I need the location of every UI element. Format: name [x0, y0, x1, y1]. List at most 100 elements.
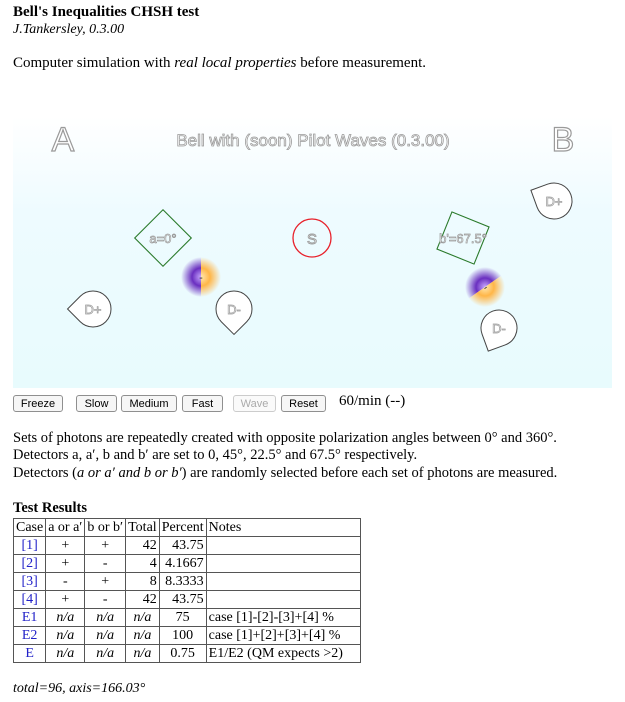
- total-cell: n/a: [125, 626, 160, 645]
- freeze-button[interactable]: Freeze: [13, 395, 63, 412]
- a-cell: n/a: [45, 608, 86, 627]
- photon-a-marker: -: [199, 272, 203, 284]
- total-cell: 42: [125, 536, 160, 555]
- photon-a: -: [181, 257, 221, 297]
- source-label: S: [307, 231, 317, 248]
- case-cell: E2: [12, 626, 47, 645]
- a-cell: +: [45, 536, 86, 555]
- medium-button[interactable]: Medium: [121, 395, 177, 412]
- table-row: E2 n/a n/a n/a 100 case [1]+[2]+[3]+[4] …: [12, 626, 361, 645]
- intro-text: Computer simulation with real local prop…: [13, 55, 426, 72]
- percent-cell: 8.3333: [158, 572, 207, 591]
- reset-button[interactable]: Reset: [281, 395, 326, 412]
- table-row: E1 n/a n/a n/a 75 case [1]-[2]-[3]+[4] %: [12, 608, 361, 627]
- case-cell: [1]: [12, 536, 47, 555]
- b-cell: n/a: [84, 608, 127, 627]
- simulation-canvas: A B Bell with (soon) Pilot Waves (0.3.00…: [51, 120, 575, 352]
- total-cell: n/a: [125, 608, 160, 627]
- percent-cell: 43.75: [158, 590, 207, 609]
- case-cell: [2]: [12, 554, 47, 573]
- description-line-3-em: a or a′ and b or b′: [77, 465, 182, 481]
- notes-cell: [205, 590, 361, 609]
- fast-button[interactable]: Fast: [182, 395, 223, 412]
- case-cell: [4]: [12, 590, 47, 609]
- detector-b-plus-label: D+: [546, 194, 563, 209]
- case-cell: [3]: [12, 572, 47, 591]
- total-cell: n/a: [125, 644, 160, 663]
- wave-button[interactable]: Wave: [233, 395, 276, 412]
- percent-cell: 75: [158, 608, 207, 627]
- photon-source: S: [292, 218, 332, 258]
- a-cell: n/a: [45, 644, 86, 663]
- detector-b-prime[interactable]: b'=67.5°: [436, 211, 490, 265]
- case-cell: E1: [12, 608, 47, 627]
- header-percent: Percent: [158, 518, 207, 537]
- detector-b-minus: [480, 309, 518, 352]
- total-cell: 4: [125, 554, 160, 573]
- b-cell: +: [84, 536, 127, 555]
- table-row: [3] - + 8 8.3333: [12, 572, 361, 591]
- description-line-1: Sets of photons are repeatedly created w…: [13, 430, 557, 446]
- results-header-row: Case a or a′ b or b′ Total Percent Notes: [12, 518, 361, 537]
- total-cell: 42: [125, 590, 160, 609]
- rate-readout: 60/min (--): [339, 393, 406, 409]
- notes-cell: [205, 572, 361, 591]
- detector-b-label: b'=67.5°: [439, 231, 487, 246]
- description-line-3: Detectors (a or a′ and b or b′) are rand…: [13, 465, 557, 482]
- case-cell: E: [12, 644, 47, 663]
- photon-b-marker: -: [481, 282, 491, 294]
- b-cell: n/a: [84, 626, 127, 645]
- notes-cell: [205, 554, 361, 573]
- a-cell: +: [45, 590, 86, 609]
- station-b-label: B: [552, 121, 575, 159]
- percent-cell: 100: [158, 626, 207, 645]
- author-line: J.Tankersley, 0.3.00: [13, 22, 125, 37]
- b-cell: n/a: [84, 644, 127, 663]
- percent-cell: 4.1667: [158, 554, 207, 573]
- notes-cell: case [1]-[2]-[3]+[4] %: [205, 608, 361, 627]
- notes-cell: E1/E2 (QM expects >2): [205, 644, 361, 663]
- description-line-2: Detectors a, a′, b and b′ are set to 0, …: [13, 447, 418, 463]
- percent-cell: 0.75: [158, 644, 207, 663]
- detector-a-minus: [215, 290, 253, 336]
- photon-b: -: [465, 267, 505, 307]
- results-footer: total=96, axis=166.03°: [13, 681, 146, 696]
- simulation-stage: A B Bell with (soon) Pilot Waves (0.3.00…: [13, 117, 612, 388]
- percent-cell: 43.75: [158, 536, 207, 555]
- description-line-3-suffix: ) are randomly selected before each set …: [181, 465, 558, 481]
- header-notes: Notes: [205, 518, 361, 537]
- description-line-3-prefix: Detectors (: [13, 465, 78, 481]
- detector-a-plus: [66, 290, 112, 328]
- results-title: Test Results: [13, 500, 87, 516]
- results-table: Case a or a′ b or b′ Total Percent Notes…: [12, 518, 361, 663]
- detector-a[interactable]: a=0°: [133, 208, 193, 268]
- detector-a-label: a=0°: [149, 231, 176, 246]
- stage-subtitle: Bell with (soon) Pilot Waves (0.3.00): [176, 131, 449, 150]
- intro-prefix: Computer simulation with: [13, 55, 175, 71]
- table-row: [2] + - 4 4.1667: [12, 554, 361, 573]
- intro-suffix: before measurement.: [296, 55, 426, 71]
- slow-button[interactable]: Slow: [76, 395, 117, 412]
- notes-cell: [205, 536, 361, 555]
- b-cell: -: [84, 554, 127, 573]
- a-cell: n/a: [45, 626, 86, 645]
- detector-b-minus-label: D-: [492, 321, 506, 336]
- notes-cell: case [1]+[2]+[3]+[4] %: [205, 626, 361, 645]
- page-title: Bell's Inequalities CHSH test: [13, 4, 200, 20]
- table-row: [1] + + 42 43.75: [12, 536, 361, 555]
- a-cell: +: [45, 554, 86, 573]
- b-cell: -: [84, 590, 127, 609]
- header-total: Total: [125, 518, 160, 537]
- total-cell: 8: [125, 572, 160, 591]
- table-row: [4] + - 42 43.75: [12, 590, 361, 609]
- detector-a-minus-label: D-: [227, 302, 241, 317]
- header-b: b or b′: [84, 518, 127, 537]
- table-row: E n/a n/a n/a 0.75 E1/E2 (QM expects >2): [12, 644, 361, 663]
- detector-a-plus-label: D+: [85, 302, 102, 317]
- header-a: a or a′: [45, 518, 86, 537]
- station-a-label: A: [52, 121, 75, 159]
- intro-emphasis: real local properties: [174, 55, 297, 71]
- detector-b-plus: [530, 182, 573, 220]
- b-cell: +: [84, 572, 127, 591]
- a-cell: -: [45, 572, 86, 591]
